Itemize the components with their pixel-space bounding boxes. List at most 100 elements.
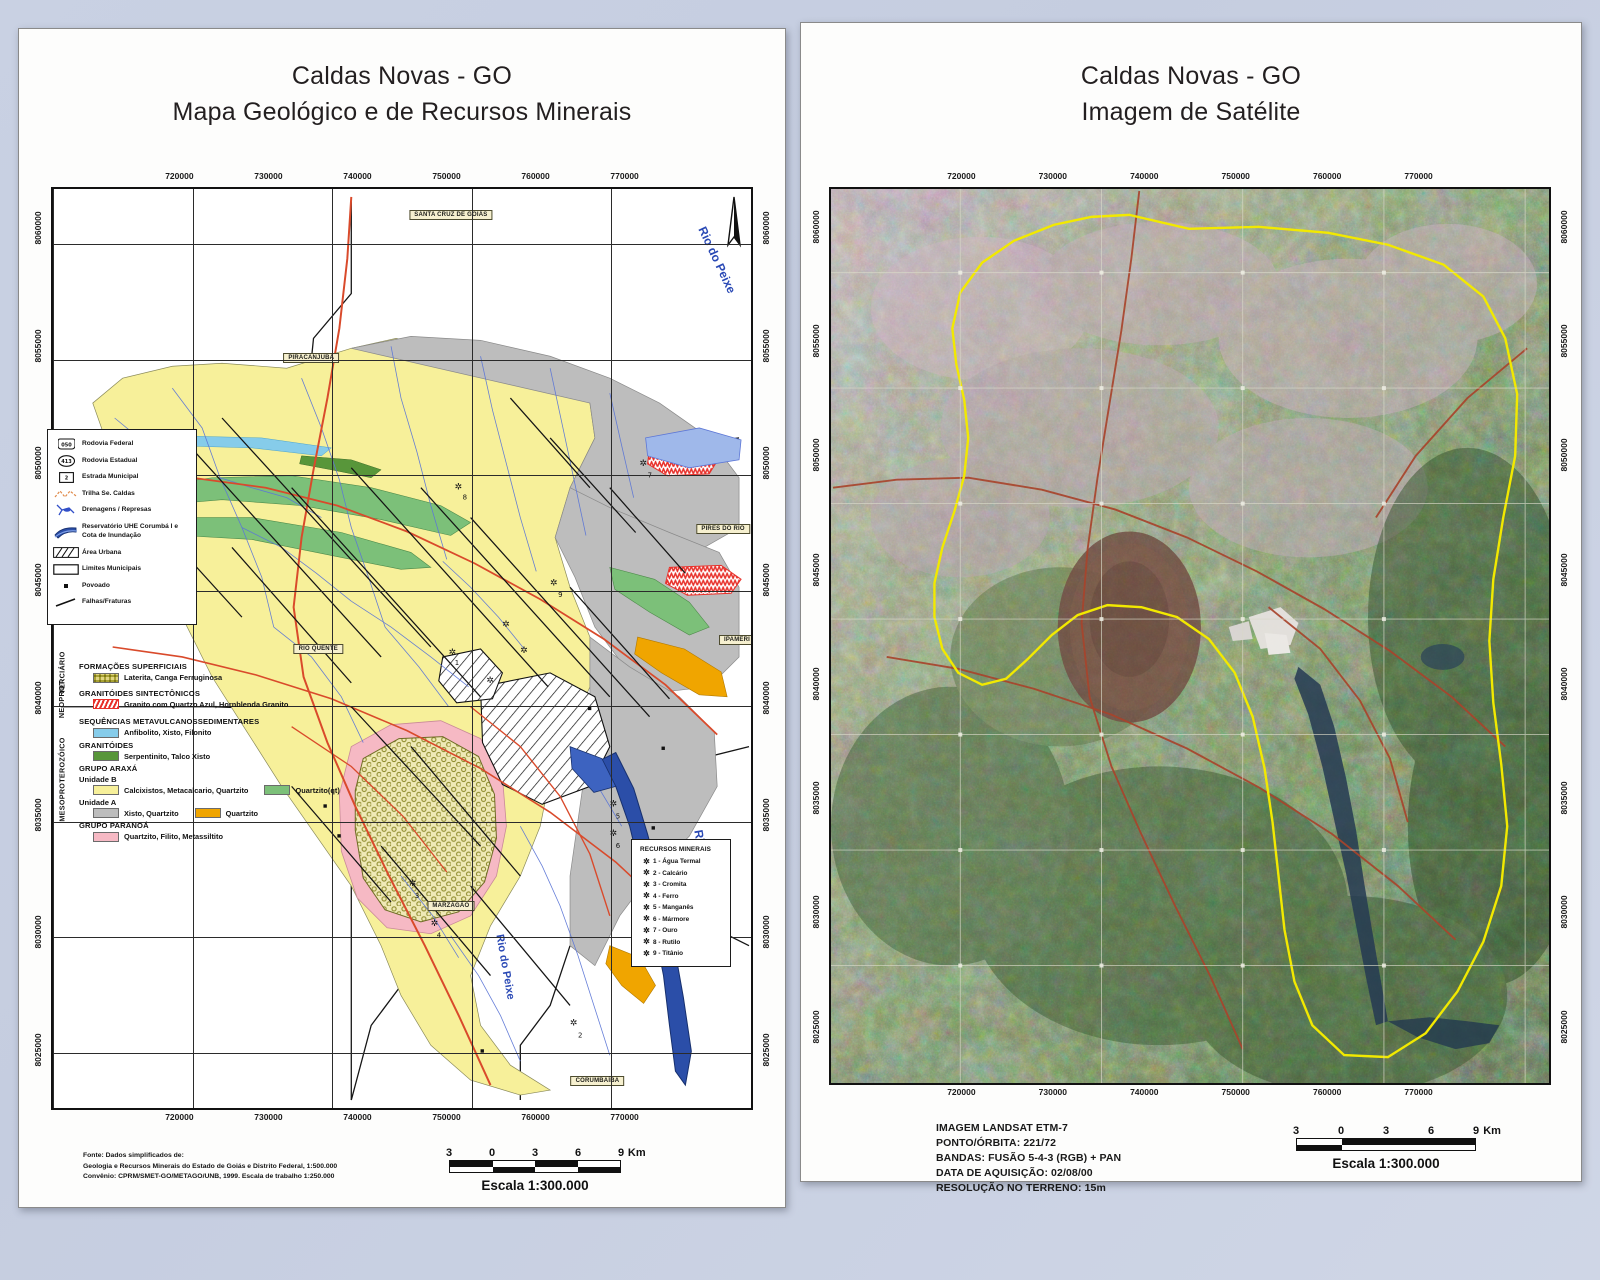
coordinate-tick: 8025000 — [761, 1033, 771, 1067]
geology-vector-layer: ✲1 ✲8 ✲9 ✲7 ✲5 ✲6 ✲3 ✲4 ✲2 ✲ ✲ ✲ — [60, 196, 750, 1101]
swatch-granito — [93, 699, 119, 709]
coordinate-tick: 8030000 — [1559, 895, 1569, 929]
sat-info-line: RESOLUÇÃO NO TERRENO: 15m — [936, 1181, 1106, 1194]
legend-label: Limites Municipais — [82, 565, 141, 573]
svg-text:✲: ✲ — [520, 646, 527, 656]
svg-text:✲: ✲ — [431, 919, 438, 929]
estrada-municipal-icon: 2 — [53, 470, 79, 484]
mineral-resources-legend: RECURSOS MINERAIS ✲ 1 - Água Termal ✲ 2 - … — [631, 839, 731, 967]
svg-text:6: 6 — [616, 842, 620, 850]
svg-text:✲: ✲ — [640, 459, 647, 469]
mineral-label: 5 - Manganês — [653, 904, 694, 912]
coordinate-tick: 8035000 — [1559, 781, 1569, 815]
source-note: Fonte: Dados simplificados de: Geologia … — [83, 1151, 337, 1183]
coordinate-tick: 740000 — [343, 171, 372, 181]
svg-text:✲: ✲ — [449, 648, 456, 658]
mineral-label: 6 - Mármore — [653, 915, 690, 923]
grid-line-horizontal — [53, 475, 751, 477]
legend-row-reservatorio: Reservatório UHE Corumbá I e Cota de Inu… — [53, 519, 191, 545]
symbols-legend: 050 Rodovia Federal 413 Rodovia Estadual… — [47, 429, 197, 625]
scale-tick: 3 — [445, 1147, 453, 1159]
limites-municipais-icon — [53, 562, 79, 576]
povoado-icon — [53, 579, 79, 593]
coordinate-tick: 770000 — [610, 1112, 639, 1122]
coordinate-tick: 8050000 — [761, 446, 771, 480]
scale-bar-graphic — [449, 1160, 621, 1173]
source-line: Fonte: Dados simplificados de: — [83, 1152, 184, 1159]
area-urbana-icon — [53, 546, 79, 560]
coordinate-tick: 740000 — [1130, 1087, 1159, 1097]
legend-row-drenagens: Drenagens / Represas — [53, 502, 191, 519]
scale-unit: Km — [627, 1147, 646, 1159]
satellite-image-canvas[interactable] — [829, 187, 1551, 1085]
swatch-quartzito-laranja — [194, 808, 221, 818]
svg-text:413: 413 — [61, 459, 72, 465]
coordinate-tick: 8045000 — [811, 553, 821, 587]
svg-text:8: 8 — [463, 494, 467, 502]
mineral-label: 8 - Rutilo — [653, 938, 681, 946]
group-head: FORMAÇÕES SUPERFICIAIS — [79, 662, 187, 671]
legend-swatch-row: Laterita, Canga Ferruginosa — [93, 672, 383, 683]
geo-scale-bar: 3 0 3 6 9 Km Escala 1:300.000 — [445, 1147, 646, 1193]
legend-row-rodovia-federal: 050 Rodovia Federal — [53, 436, 191, 453]
sat-info-line: DATA DE AQUISIÇÃO: 02/08/00 — [936, 1166, 1093, 1179]
coordinate-tick: 750000 — [432, 171, 461, 181]
mineral-item: ✲ 1 - Água Termal — [640, 856, 726, 868]
scale-tick: 3 — [531, 1147, 539, 1159]
mineral-icon: ✲ — [643, 925, 650, 935]
era-label: MESOPROTEROZÓICO — [57, 737, 67, 822]
legend-swatch-row: Xisto, Quartzito Quartzito — [93, 808, 383, 818]
grid-line-vertical — [332, 189, 334, 1108]
svg-text:2: 2 — [64, 475, 68, 481]
legend-label: Rodovia Estadual — [82, 456, 138, 464]
geo-title-line1: Caldas Novas - GO — [291, 62, 513, 90]
svg-text:✲: ✲ — [455, 483, 462, 493]
geological-map-canvas[interactable]: ✲1 ✲8 ✲9 ✲7 ✲5 ✲6 ✲3 ✲4 ✲2 ✲ ✲ ✲ — [51, 187, 753, 1110]
coordinate-tick: 760000 — [521, 1112, 550, 1122]
scale-tick-row: 3 0 3 6 9 Km — [1293, 1125, 1501, 1138]
legend-label: Drenagens / Represas — [82, 506, 152, 514]
town-label-ipameri: IPAMERI — [719, 634, 751, 645]
coordinate-tick: 8055000 — [33, 329, 43, 363]
grid-line-horizontal — [53, 244, 751, 246]
grid-line-vertical — [751, 189, 752, 1108]
source-line: Geologia e Recursos Minerais do Estado d… — [83, 1162, 338, 1170]
north-arrow-icon — [726, 196, 742, 248]
era-label: NEOPROT. — [57, 679, 67, 719]
svg-text:✲: ✲ — [570, 1018, 577, 1028]
svg-text:2: 2 — [578, 1031, 582, 1039]
era-terciario: TERCIÁRIO FORMAÇÕES SUPERFICIAIS Laterit… — [53, 651, 383, 693]
legend-label: Área Urbana — [82, 548, 122, 556]
svg-text:✲: ✲ — [610, 799, 617, 809]
swatch-xisto-quartzito — [93, 808, 119, 818]
mineral-item: ✲ 3 - Cromita — [640, 879, 726, 891]
legend-swatch-row: Anfibolito, Xisto, Filonito — [93, 727, 383, 738]
coordinate-tick: 8060000 — [1559, 210, 1569, 244]
mineral-icon: ✲ — [643, 856, 650, 866]
svg-text:✲: ✲ — [502, 620, 509, 630]
legend-label: Reservatório UHE Corumbá I e Cota de Inu… — [82, 523, 179, 539]
coordinate-tick: 8060000 — [761, 211, 771, 245]
swatch-serpentinito — [93, 751, 119, 761]
swatch-label: Granito com Quartzo Azul, Hornblenda Gra… — [124, 699, 289, 709]
coordinate-tick: 740000 — [1130, 171, 1159, 181]
sat-y-axis-right: 8060000 8055000 8050000 8045000 8040000 80350… — [1557, 171, 1571, 1101]
svg-text:4: 4 — [437, 932, 442, 940]
scale-tick: 3 — [1382, 1125, 1390, 1137]
era-mesoproterozoico: MESOPROTEROZÓICO SEQUÊNCIAS METAVULCANOS… — [53, 717, 383, 842]
mineral-item: ✲ 4 - Ferro — [640, 891, 726, 903]
geo-x-axis-bottom: 720000 730000 740000 750000 760000 770000 — [31, 1112, 773, 1126]
svg-text:9: 9 — [558, 591, 562, 599]
legend-label: Estrada Municipal — [82, 473, 139, 481]
grid-line-horizontal — [53, 1052, 751, 1054]
mineral-item: ✲ 6 - Mármore — [640, 914, 726, 926]
coordinate-tick: 8040000 — [811, 667, 821, 701]
mineral-label: 3 - Cromita — [653, 881, 687, 889]
coordinate-tick: 770000 — [610, 171, 639, 181]
legend-swatch-row: Quartzito, Filito, Metassiltito — [93, 831, 383, 842]
geo-coordinate-frame: 720000 730000 740000 750000 760000 770000 720… — [31, 171, 773, 1126]
scale-unit: Km — [1483, 1125, 1501, 1137]
geo-y-axis-right: 8060000 8055000 8050000 8045000 8040000 80350… — [759, 171, 773, 1126]
scale-caption: Escala 1:300.000 — [481, 1178, 589, 1193]
swatch-label: Quartzito — [225, 808, 259, 818]
